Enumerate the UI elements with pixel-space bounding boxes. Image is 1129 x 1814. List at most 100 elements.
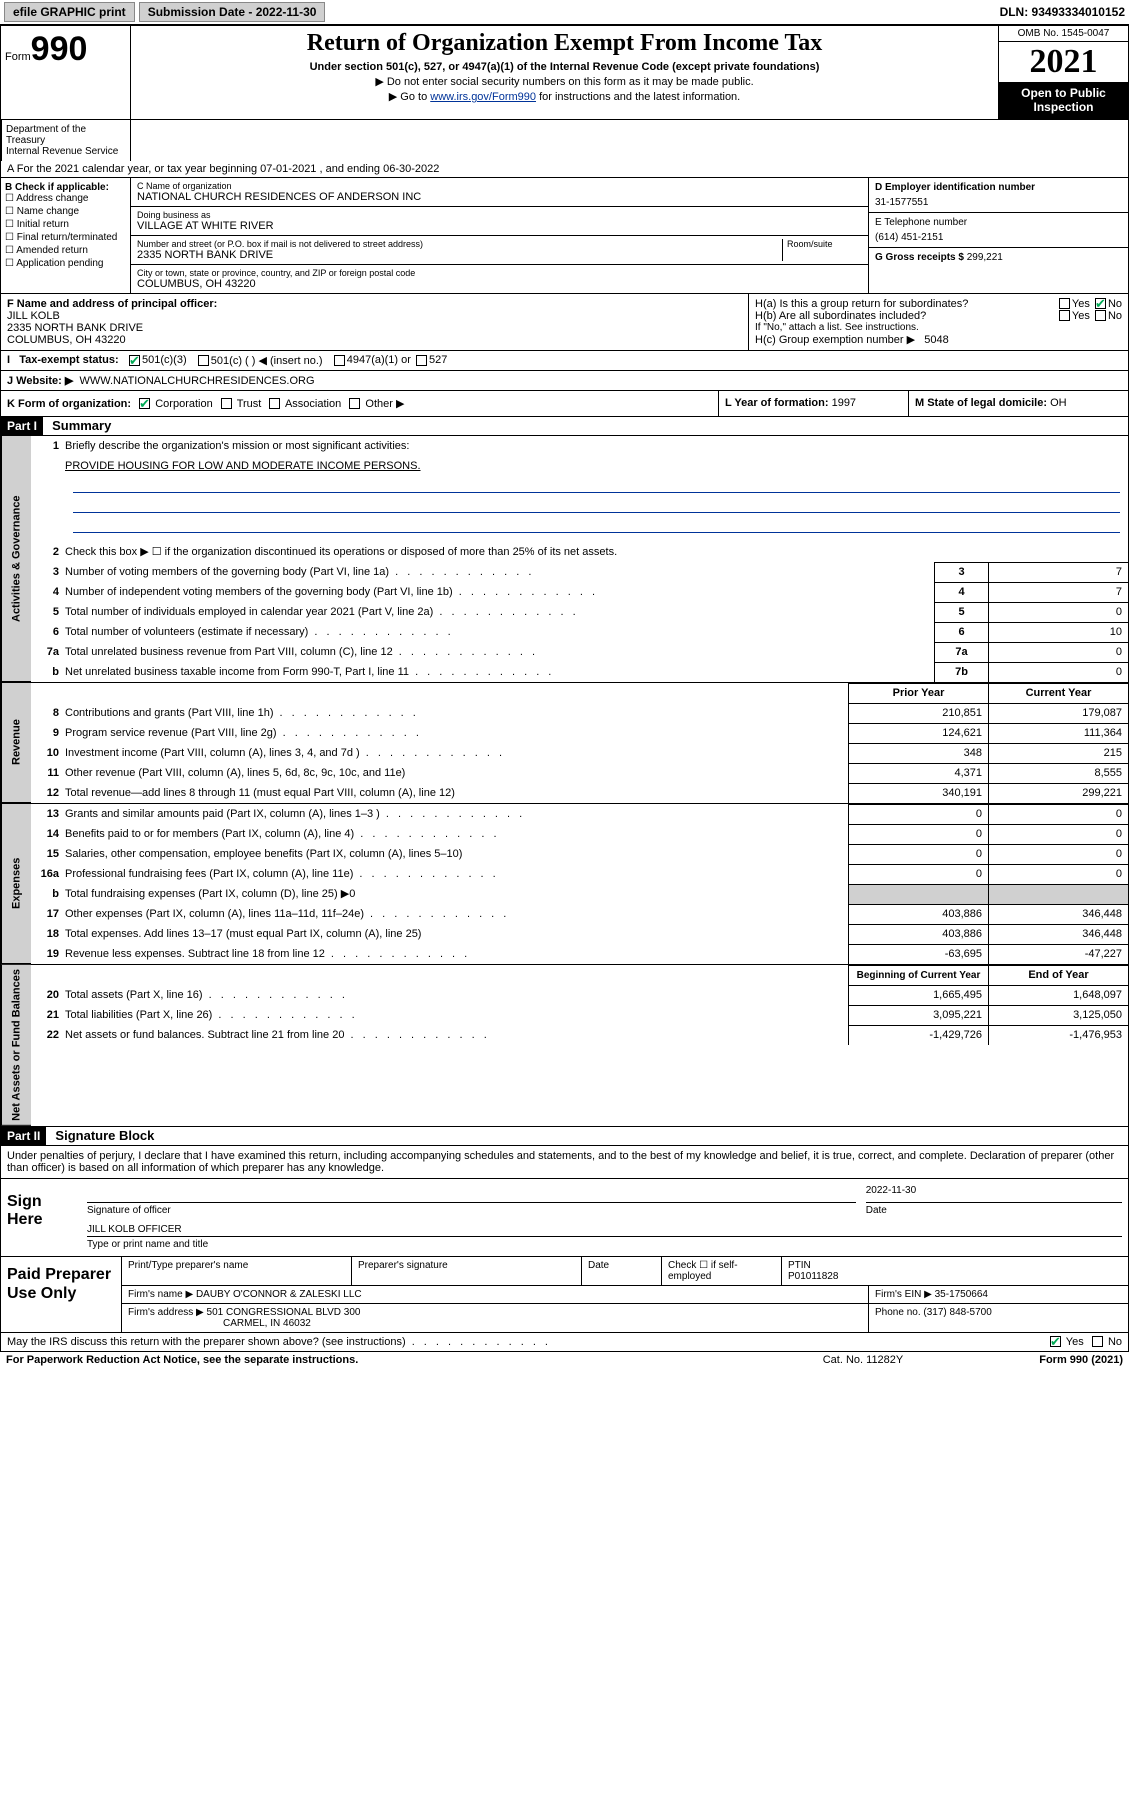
ha-yes[interactable] [1059,298,1070,309]
line21-desc: Total liabilities (Part X, line 26) [65,1009,848,1021]
ha-label: H(a) Is this a group return for subordin… [755,298,968,310]
efile-button[interactable]: efile GRAPHIC print [4,2,135,22]
irs-link[interactable]: www.irs.gov/Form990 [430,91,536,103]
line15-curr: 0 [988,844,1128,864]
room-label: Room/suite [787,239,862,249]
tax-exempt-row: I Tax-exempt status: 501(c)(3) 501(c) ( … [0,351,1129,371]
hdr-bcy: Beginning of Current Year [848,965,988,985]
chk-assoc[interactable] [269,398,280,409]
hdr-eoy: End of Year [988,965,1128,985]
form-990: 990 [31,30,88,68]
line8-prior: 210,851 [848,703,988,723]
mission-line [73,519,1120,533]
date-value: 2022-11-30 [866,1185,1122,1203]
firm-phone: (317) 848-5700 [923,1307,991,1318]
firm-ein: 35-1750664 [935,1289,988,1300]
form-label: Form [5,51,31,63]
chk-527[interactable] [416,355,427,366]
submission-date-button[interactable]: Submission Date - 2022-11-30 [139,2,326,22]
telephone: (614) 451-2151 [875,232,1122,243]
hb-yes[interactable] [1059,310,1070,321]
discuss-no[interactable] [1092,1336,1103,1347]
chk-initial-return[interactable]: ☐ Initial return [5,219,126,230]
paid-preparer-grid: Paid Preparer Use Only Print/Type prepar… [0,1257,1129,1333]
public-inspection: Open to Public Inspection [999,82,1128,119]
principal-officer: F Name and address of principal officer:… [1,294,748,350]
line11-desc: Other revenue (Part VIII, column (A), li… [65,767,848,779]
side-expenses: Expenses [1,804,31,964]
pra-notice: For Paperwork Reduction Act Notice, see … [6,1354,763,1366]
ha-no[interactable] [1095,298,1106,309]
line16b-desc: Total fundraising expenses (Part IX, col… [65,887,848,900]
line16a-desc: Professional fundraising fees (Part IX, … [65,868,848,880]
part2-name: Signature Block [49,1128,154,1143]
line6-desc: Total number of volunteers (estimate if … [65,626,934,638]
website-label: J Website: ▶ [7,375,73,387]
tax-year-row: A For the 2021 calendar year, or tax yea… [0,161,1129,178]
officer-addr1: 2335 NORTH BANK DRIVE [7,322,742,334]
form-subtitle: Under section 501(c), 527, or 4947(a)(1)… [139,61,990,73]
line4-val: 7 [988,582,1128,602]
firm-ein-label: Firm's EIN ▶ [875,1289,932,1300]
chk-501c3[interactable] [129,355,140,366]
ein-column: D Employer identification number 31-1577… [868,178,1128,293]
org-info-grid: B Check if applicable: ☐ Address change … [0,178,1129,294]
line1-desc: Briefly describe the organization's miss… [65,440,1128,452]
line10-curr: 215 [988,743,1128,763]
org-name-label: C Name of organization [137,181,862,191]
discuss-yes[interactable] [1050,1336,1061,1347]
line19-curr: -47,227 [988,944,1128,964]
line18-prior: 403,886 [848,924,988,944]
line2-desc: Check this box ▶ ☐ if the organization d… [65,545,1128,558]
gross-receipts: 299,221 [967,252,1003,263]
line5-desc: Total number of individuals employed in … [65,606,934,618]
declaration: Under penalties of perjury, I declare th… [0,1146,1129,1179]
dba-label: Doing business as [137,210,862,220]
hc-value: 5048 [924,334,948,346]
mission-line [73,499,1120,513]
chk-501c[interactable] [198,355,209,366]
form-note1: ▶ Do not enter social security numbers o… [139,75,990,88]
check-applicable-label: B Check if applicable: [5,182,126,193]
street-address: 2335 NORTH BANK DRIVE [137,249,782,261]
line16b-prior [848,884,988,904]
name-address-column: C Name of organization NATIONAL CHURCH R… [131,178,868,293]
line7a-val: 0 [988,642,1128,662]
line9-desc: Program service revenue (Part VIII, line… [65,727,848,739]
part1-body: Activities & Governance 1Briefly describ… [0,436,1129,1127]
chk-other[interactable] [349,398,360,409]
line7b-desc: Net unrelated business taxable income fr… [65,666,934,678]
top-bar: efile GRAPHIC print Submission Date - 20… [0,0,1129,25]
chk-final-return[interactable]: ☐ Final return/terminated [5,232,126,243]
mission-line [73,479,1120,493]
form-note2: ▶ Go to www.irs.gov/Form990 for instruct… [139,90,990,103]
line13-prior: 0 [848,804,988,824]
gross-label: G Gross receipts $ [875,252,964,263]
chk-trust[interactable] [221,398,232,409]
ein-label: D Employer identification number [875,182,1122,193]
sign-here-label: Sign Here [1,1179,81,1256]
self-employed-chk[interactable]: Check ☐ if self-employed [661,1257,781,1285]
note2-pre: ▶ Go to [389,91,430,103]
officer-name: JILL KOLB [7,310,742,322]
signature-line[interactable] [87,1185,856,1203]
line13-curr: 0 [988,804,1128,824]
line19-desc: Revenue less expenses. Subtract line 18 … [65,948,848,960]
line22-prior: -1,429,726 [848,1025,988,1045]
line14-desc: Benefits paid to or for members (Part IX… [65,828,848,840]
hb-note: If "No," attach a list. See instructions… [755,322,1122,333]
firm-addr: 501 CONGRESSIONAL BLVD 300 [207,1307,361,1318]
line3-val: 7 [988,562,1128,582]
chk-address-change[interactable]: ☐ Address change [5,193,126,204]
chk-amended[interactable]: ☐ Amended return [5,245,126,256]
chk-corp[interactable] [139,398,150,409]
line21-curr: 3,125,050 [988,1005,1128,1025]
hb-no[interactable] [1095,310,1106,321]
chk-4947[interactable] [334,355,345,366]
line8-curr: 179,087 [988,703,1128,723]
line11-curr: 8,555 [988,763,1128,783]
chk-name-change[interactable]: ☐ Name change [5,206,126,217]
mission-text: PROVIDE HOUSING FOR LOW AND MODERATE INC… [65,460,1128,472]
chk-app-pending[interactable]: ☐ Application pending [5,258,126,269]
form-title: Return of Organization Exempt From Incom… [139,30,990,57]
